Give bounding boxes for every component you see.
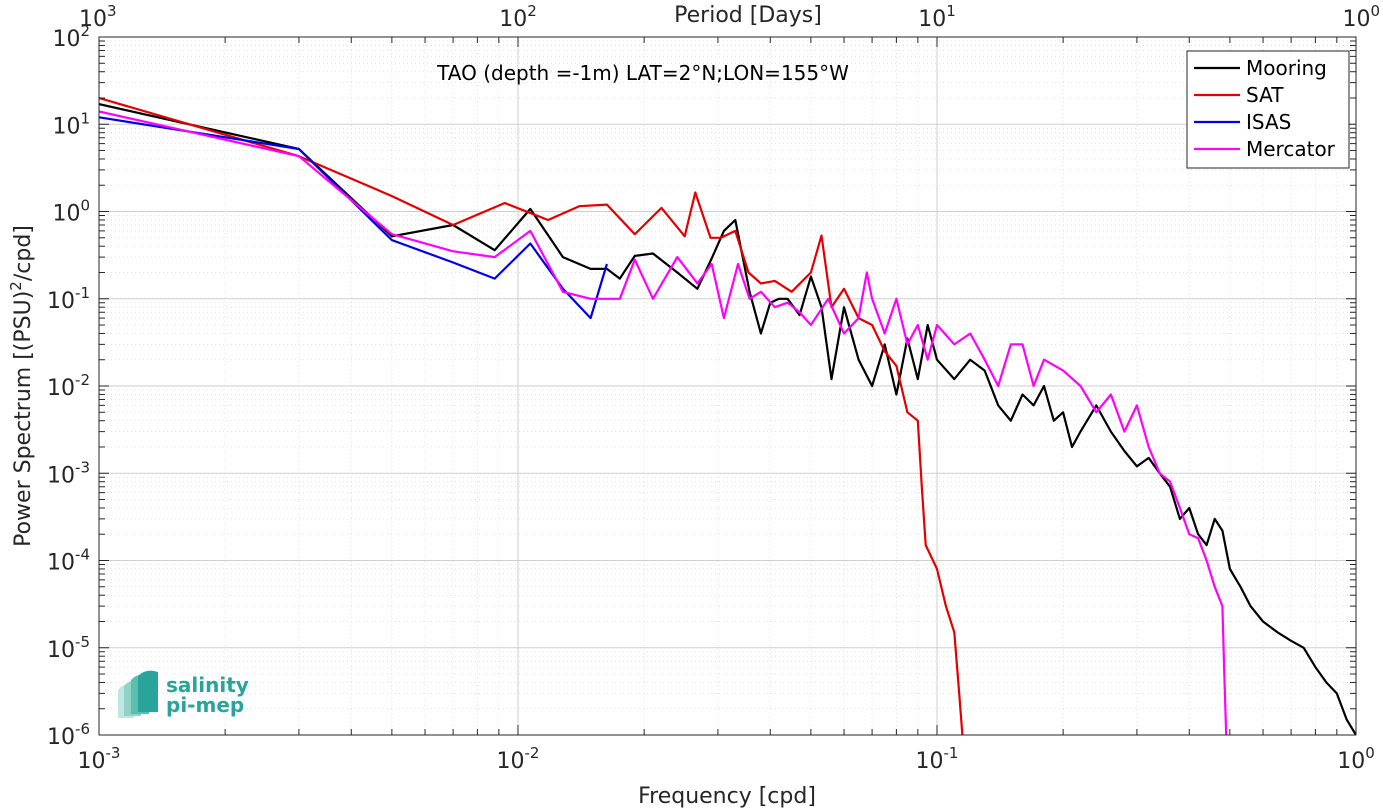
y-axis-label-sup: 2 [7, 281, 25, 291]
series-line-sat [99, 96, 964, 735]
top-tick-label-base: 10 [918, 7, 946, 32]
y-axis-label: Power Spectrum [(PSU)2/cpd] [7, 225, 36, 547]
y-axis-label-main: Power Spectrum [(PSU) [11, 291, 36, 547]
legend: Mooring SAT ISAS Mercator [1186, 50, 1350, 169]
y-tick-label-exp: -2 [75, 371, 90, 389]
y-tick-label-base: 10 [52, 114, 80, 139]
x-tick-label: 100 [1337, 744, 1375, 774]
x-tick-label: 10-1 [916, 744, 959, 774]
x-tick-label-base: 10 [78, 749, 106, 774]
y-tick-label-exp: 1 [80, 109, 90, 127]
legend-label-sat: SAT [1246, 83, 1284, 107]
tick-marks [98, 36, 1357, 736]
wave-logo-icon [118, 670, 158, 718]
top-axis-label: Period [Days] [674, 3, 822, 28]
salinity-pi-mep-logo: salinity pi-mep [118, 670, 249, 718]
y-tick-label-exp: -6 [75, 720, 90, 738]
logo-line-1: salinity [166, 673, 249, 697]
x-tick-label-base: 10 [497, 749, 525, 774]
y-tick-label-exp: -5 [75, 633, 90, 651]
y-tick-label: 10-6 [47, 720, 90, 750]
y-tick-label-base: 10 [52, 27, 80, 52]
top-tick-label-base: 10 [79, 7, 107, 32]
legend-label-mercator: Mercator [1246, 137, 1336, 161]
y-tick-label: 102 [52, 22, 90, 52]
y-tick-label: 101 [52, 109, 90, 139]
y-tick-label: 100 [52, 197, 90, 227]
x-tick-label-exp: -2 [525, 744, 540, 762]
x-tick-label: 10-2 [497, 744, 540, 774]
top-tick-label-base: 10 [1342, 7, 1370, 32]
top-tick-label: 101 [918, 2, 956, 32]
x-tick-label-exp: -3 [106, 744, 121, 762]
y-tick-label: 10-4 [47, 546, 90, 576]
x-axis-label: Frequency [cpd] [638, 784, 816, 809]
y-tick-label-base: 10 [47, 725, 75, 750]
y-tick-label-exp: -4 [75, 546, 90, 564]
series-group [99, 96, 1356, 735]
y-tick-label: 10-1 [47, 284, 90, 314]
top-tick-label-exp: 2 [527, 2, 537, 20]
top-tick-label: 102 [499, 2, 537, 32]
y-axis-label-tail: /cpd] [11, 225, 36, 281]
x-tick-label-exp: 0 [1365, 744, 1375, 762]
legend-label-isas: ISAS [1246, 110, 1291, 134]
y-tick-label-exp: 0 [80, 197, 90, 215]
chart-annotation: TAO (depth =-1m) LAT=2°N;LON=155°W [436, 61, 849, 85]
y-tick-label-base: 10 [47, 551, 75, 576]
y-tick-label-base: 10 [47, 376, 75, 401]
x-tick-label-base: 10 [1337, 749, 1365, 774]
y-tick-label: 10-2 [47, 371, 90, 401]
legend-label-mooring: Mooring [1246, 56, 1327, 80]
y-tick-label-base: 10 [52, 202, 80, 227]
legend-items: Mooring SAT ISAS Mercator [1194, 56, 1336, 161]
top-tick-label-exp: 1 [946, 2, 956, 20]
y-tick-label-base: 10 [47, 289, 75, 314]
y-tick-label-exp: -1 [75, 284, 90, 302]
logo-line-2: pi-mep [166, 693, 244, 717]
y-tick-label-exp: -3 [75, 458, 90, 476]
y-tick-label-exp: 2 [80, 22, 90, 40]
top-tick-label-exp: 0 [1370, 2, 1380, 20]
y-tick-label: 10-5 [47, 633, 90, 663]
y-tick-label: 10-3 [47, 458, 90, 488]
top-tick-label-base: 10 [499, 7, 527, 32]
x-tick-label-exp: -1 [944, 744, 959, 762]
top-tick-label: 100 [1342, 2, 1380, 32]
series-line-mercator [99, 110, 1228, 735]
grid [98, 36, 1357, 736]
top-tick-label: 103 [79, 2, 117, 32]
series-line-mooring [99, 103, 1356, 735]
x-tick-label-base: 10 [916, 749, 944, 774]
top-tick-label-exp: 3 [107, 2, 117, 20]
x-tick-label: 10-3 [78, 744, 121, 774]
y-tick-label-base: 10 [47, 638, 75, 663]
y-tick-label-base: 10 [47, 463, 75, 488]
series-line-isas [99, 116, 608, 320]
